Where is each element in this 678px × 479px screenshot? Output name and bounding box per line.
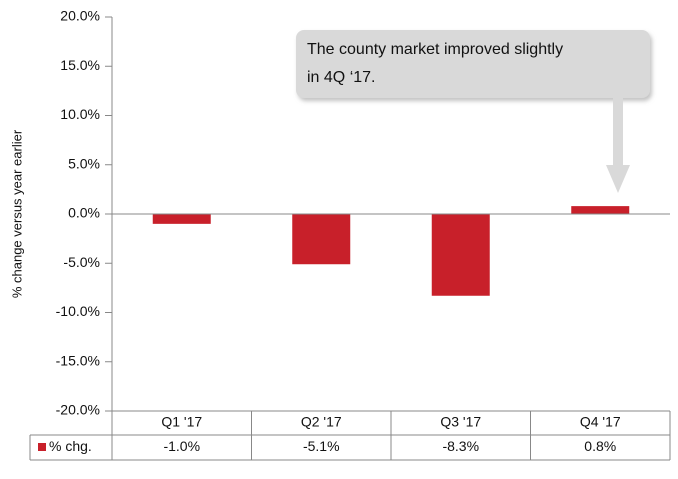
x-tick-label: Q1 '17 (161, 414, 202, 430)
bar (431, 214, 490, 296)
y-tick-label: 5.0% (68, 155, 100, 171)
callout-box (296, 30, 650, 98)
x-tick-label: Q2 '17 (301, 414, 342, 430)
bar (152, 214, 211, 224)
annotation: The county market improved slightly (307, 41, 563, 58)
bar (292, 214, 351, 265)
table-value: 0.8% (584, 438, 616, 454)
y-tick-label: -15.0% (56, 352, 100, 368)
legend-swatch (38, 443, 46, 451)
table-value: -5.1% (303, 438, 340, 454)
y-tick-label: 10.0% (60, 106, 100, 122)
legend-label: % chg. (49, 438, 92, 454)
x-tick-label: Q4 '17 (580, 414, 621, 430)
table-value: -8.3% (442, 438, 479, 454)
table-value: -1.0% (163, 438, 200, 454)
y-tick-label: -10.0% (56, 303, 100, 319)
y-tick-label: 20.0% (60, 8, 100, 24)
y-tick-label: 0.0% (68, 205, 100, 221)
y-tick-label: -20.0% (56, 402, 100, 418)
annotation: in 4Q ‘17. (307, 69, 375, 86)
bar (571, 206, 630, 214)
x-tick-label: Q3 '17 (440, 414, 481, 430)
y-axis-label: % change versus year earlier (9, 129, 24, 298)
callout-arrow (606, 98, 630, 193)
y-tick-label: 15.0% (60, 57, 100, 73)
y-tick-label: -5.0% (63, 254, 100, 270)
